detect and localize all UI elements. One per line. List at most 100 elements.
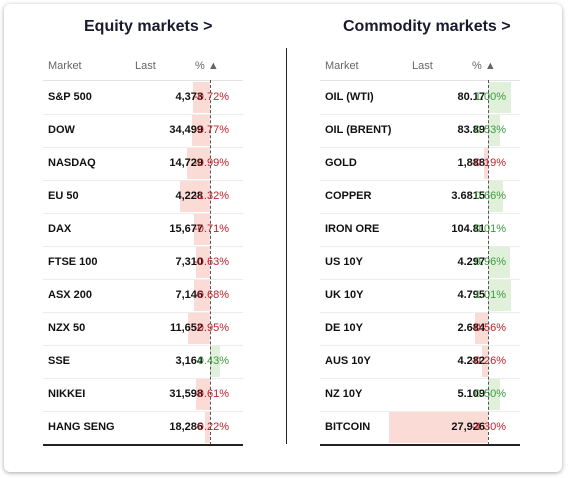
table-row[interactable]: COPPER 3.6815 0.66% — [320, 180, 520, 214]
table-row[interactable]: S&P 500 4,373 -0.72% — [43, 81, 243, 115]
market-name: DE 10Y — [325, 322, 363, 334]
change-bar — [193, 214, 210, 245]
last-value: 15,677 — [169, 223, 203, 235]
table-row[interactable]: DE 10Y 2.684 -0.56% — [320, 312, 520, 346]
change-bar — [488, 247, 511, 278]
table-row[interactable]: NASDAQ 14,729 -0.99% — [43, 147, 243, 181]
last-value: 27,926 — [451, 421, 485, 433]
change-bar — [389, 412, 488, 443]
market-name: HANG SENG — [48, 421, 115, 433]
table-row[interactable]: SSE 3,164 0.43% — [43, 345, 243, 379]
change-bar — [475, 313, 488, 344]
market-column-header[interactable]: Market — [48, 60, 82, 72]
percent-change: 1.01% — [474, 289, 506, 301]
percent-change: -0.63% — [194, 256, 229, 268]
table-row[interactable]: ASX 200 7,146 -0.68% — [43, 279, 243, 313]
last-value: 4,228 — [175, 190, 203, 202]
percent-change: -0.68% — [194, 289, 229, 301]
last-value: 4,373 — [175, 91, 203, 103]
percent-change: 0.43% — [197, 355, 229, 367]
change-bar — [187, 148, 210, 179]
table-row[interactable]: DOW 34,499 -0.77% — [43, 114, 243, 148]
market-name: OIL (BRENT) — [325, 124, 392, 136]
percent-change: 0.01% — [474, 223, 506, 235]
market-name: OIL (WTI) — [325, 91, 374, 103]
table-row[interactable]: US 10Y 4.297 0.96% — [320, 246, 520, 280]
table-row[interactable]: NZ 10Y 5.109 0.50% — [320, 378, 520, 412]
table-bottom-rule — [43, 444, 243, 446]
percent-change: 0.66% — [474, 190, 506, 202]
equity-table-header: Market Last % ▲ — [43, 54, 243, 81]
last-value: 83.89 — [457, 124, 485, 136]
percent-change: -0.61% — [194, 388, 229, 400]
pct-column-header[interactable]: % ▲ — [472, 60, 496, 72]
market-column-header[interactable]: Market — [325, 60, 359, 72]
market-name: UK 10Y — [325, 289, 364, 301]
last-value: 5.109 — [457, 388, 485, 400]
market-name: DAX — [48, 223, 72, 235]
market-name: EU 50 — [48, 190, 79, 202]
markets-card: Equity markets > Market Last % ▲ S&P 500… — [4, 4, 562, 472]
last-value: 80.17 — [457, 91, 485, 103]
table-row[interactable]: IRON ORE 104.81 0.01% — [320, 213, 520, 247]
equity-markets-link[interactable]: Equity markets > — [84, 18, 213, 35]
table-row[interactable]: UK 10Y 4.795 1.01% — [320, 279, 520, 313]
table-row[interactable]: HANG SENG 18,286 -0.22% — [43, 411, 243, 445]
percent-change: 0.96% — [474, 256, 506, 268]
change-bar — [195, 247, 210, 278]
table-row[interactable]: OIL (BRENT) 83.89 0.53% — [320, 114, 520, 148]
change-bar — [192, 115, 210, 146]
table-row[interactable]: BITCOIN 27,926 -4.30% — [320, 411, 520, 445]
percent-change: -4.30% — [471, 421, 506, 433]
percent-change: -0.99% — [194, 157, 229, 169]
pct-column-header[interactable]: % ▲ — [195, 60, 219, 72]
change-bar — [194, 280, 210, 311]
last-column-header[interactable]: Last — [412, 60, 433, 72]
last-value: 4.282 — [457, 355, 485, 367]
change-bar — [488, 115, 501, 146]
table-row[interactable]: AUS 10Y 4.282 -0.26% — [320, 345, 520, 379]
change-bar — [193, 82, 210, 113]
market-name: ASX 200 — [48, 289, 93, 301]
change-bar — [188, 313, 210, 344]
last-column-header[interactable]: Last — [135, 60, 156, 72]
percent-change: -0.71% — [194, 223, 229, 235]
last-value: 1,888 — [457, 157, 485, 169]
commodity-markets-link[interactable]: Commodity markets > — [343, 18, 511, 35]
percent-change: 1.00% — [474, 91, 506, 103]
change-bar — [210, 346, 220, 377]
change-bar — [488, 379, 500, 410]
change-bar — [488, 280, 512, 311]
commodity-table-header: Market Last % ▲ — [320, 54, 520, 81]
table-row[interactable]: EU 50 4,228 -1.32% — [43, 180, 243, 214]
percent-change: 0.50% — [474, 388, 506, 400]
last-value: 4.297 — [457, 256, 485, 268]
percent-change: -0.56% — [471, 322, 506, 334]
last-value: 3.6815 — [451, 190, 485, 202]
percent-change: -0.72% — [194, 91, 229, 103]
market-name: AUS 10Y — [325, 355, 371, 367]
market-name: S&P 500 — [48, 91, 92, 103]
table-row[interactable]: NIKKEI 31,598 -0.61% — [43, 378, 243, 412]
table-row[interactable]: FTSE 100 7,310 -0.63% — [43, 246, 243, 280]
change-bar — [483, 148, 488, 179]
market-name: DOW — [48, 124, 75, 136]
market-name: NASDAQ — [48, 157, 96, 169]
last-value: 18,286 — [169, 421, 203, 433]
change-bar — [179, 181, 210, 212]
percent-change: -1.32% — [194, 190, 229, 202]
table-row[interactable]: OIL (WTI) 80.17 1.00% — [320, 81, 520, 115]
last-value: 2.684 — [457, 322, 485, 334]
market-name: NZ 10Y — [325, 388, 363, 400]
last-value: 7,310 — [175, 256, 203, 268]
percent-change: -0.77% — [194, 124, 229, 136]
table-row[interactable]: GOLD 1,888 -0.19% — [320, 147, 520, 181]
percent-change: -0.19% — [471, 157, 506, 169]
change-bar — [195, 379, 210, 410]
market-name: BITCOIN — [325, 421, 371, 433]
change-bar — [482, 346, 488, 377]
table-row[interactable]: NZX 50 11,652 -0.95% — [43, 312, 243, 346]
last-value: 31,598 — [169, 388, 203, 400]
table-row[interactable]: DAX 15,677 -0.71% — [43, 213, 243, 247]
last-value: 14,729 — [169, 157, 203, 169]
